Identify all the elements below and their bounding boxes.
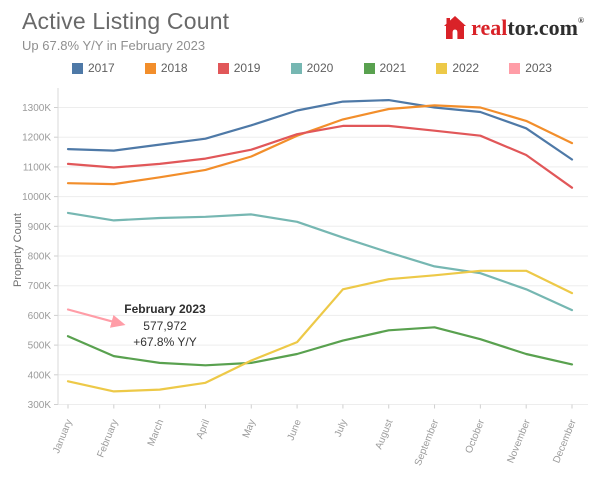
legend-item-2019[interactable]: 2019	[217, 61, 261, 75]
legend-label-2021: 2021	[379, 61, 407, 75]
page-subtitle: Up 67.8% Y/Y in February 2023	[22, 38, 206, 53]
x-tick-label-november: November	[505, 417, 533, 465]
y-tick-label-1300k: 1300K	[22, 103, 51, 114]
legend-swatch-2017	[72, 62, 83, 74]
y-tick-label-500k: 500K	[28, 341, 52, 352]
legend-label-2017: 2017	[88, 61, 115, 75]
series-line-2019[interactable]	[66, 124, 574, 189]
x-tick-label-august: August	[374, 418, 396, 451]
legend: 2017 2018 2019 2020 2021 2022 2023	[72, 61, 552, 75]
x-tick-label-april: April	[195, 418, 213, 441]
legend-swatch-2022	[436, 62, 448, 74]
legend-item-2023[interactable]: 2023	[509, 61, 552, 75]
x-tick-label-june: June	[286, 418, 304, 443]
x-tick-label-february: February	[95, 418, 120, 459]
y-tick-label-1100k: 1100K	[23, 162, 52, 173]
legend-label-2023: 2023	[525, 61, 552, 75]
series-line-2020[interactable]	[66, 211, 574, 312]
legend-swatch-2023	[509, 62, 521, 74]
x-tick-label-december: December	[551, 417, 579, 465]
y-tick-label-300k: 300K	[28, 400, 52, 411]
legend-label-2019: 2019	[233, 61, 261, 75]
legend-item-2017[interactable]: 2017	[72, 61, 115, 75]
legend-item-2022[interactable]: 2022	[436, 61, 479, 75]
logo-real-part: real	[471, 15, 508, 40]
series-line-2017[interactable]	[66, 99, 574, 161]
legend-label-2018: 2018	[160, 61, 188, 75]
x-tick-label-october: October	[464, 417, 488, 455]
annotation-delta: +67.8% Y/Y	[133, 335, 197, 349]
logo-tor-part: tor.com	[507, 15, 579, 40]
grid-layer	[58, 107, 588, 405]
x-tick-label-july: July	[333, 418, 350, 439]
realtor-house-icon	[444, 16, 467, 39]
x-tick-label-january: January	[51, 418, 75, 455]
legend-swatch-2018	[144, 62, 156, 74]
legend-label-2020: 2020	[306, 61, 334, 75]
series-line-2023[interactable]	[66, 308, 126, 328]
x-tick-label-march: March	[146, 418, 167, 448]
y-tick-label-1200k: 1200K	[22, 133, 51, 144]
y-tick-label-400k: 400K	[28, 370, 52, 381]
annotation-title: February 2023	[124, 302, 206, 316]
legend-item-2020[interactable]: 2020	[290, 61, 334, 75]
annotation-value: 577,972	[143, 318, 187, 333]
legend-item-2018[interactable]: 2018	[144, 61, 188, 75]
series-line-2022[interactable]	[66, 269, 574, 393]
y-tick-label-900k: 900K	[28, 222, 52, 233]
realtor-logo: realtor.com®	[444, 16, 584, 40]
legend-item-2021[interactable]: 2021	[363, 61, 407, 75]
legend-swatch-2020	[290, 62, 302, 74]
y-tick-label-800k: 800K	[28, 252, 52, 263]
logo-registered-mark: ®	[578, 16, 584, 25]
y-tick-label-600k: 600K	[28, 311, 52, 322]
series-line-2018[interactable]	[66, 104, 574, 186]
page-title: Active Listing Count	[22, 8, 230, 34]
series-layer	[66, 99, 574, 393]
legend-swatch-2019	[217, 62, 229, 74]
x-tick-label-may: May	[241, 418, 258, 440]
legend-label-2022: 2022	[452, 61, 480, 75]
legend-swatch-2021	[363, 62, 375, 74]
y-tick-label-700k: 700K	[28, 281, 52, 292]
x-tick-label-september: September	[413, 417, 442, 467]
series-line-2021[interactable]	[66, 326, 574, 367]
y-tick-label-1000k: 1000K	[22, 192, 51, 203]
chart-canvas: 300K 400K 500K 600K 700K 800K 900K 1000K 1100K 12…	[22, 88, 588, 467]
annotation-february-2023: February 2023 577,972 +67.8% Y/Y	[124, 301, 205, 351]
realtor-logo-text: realtor.com®	[471, 16, 584, 40]
